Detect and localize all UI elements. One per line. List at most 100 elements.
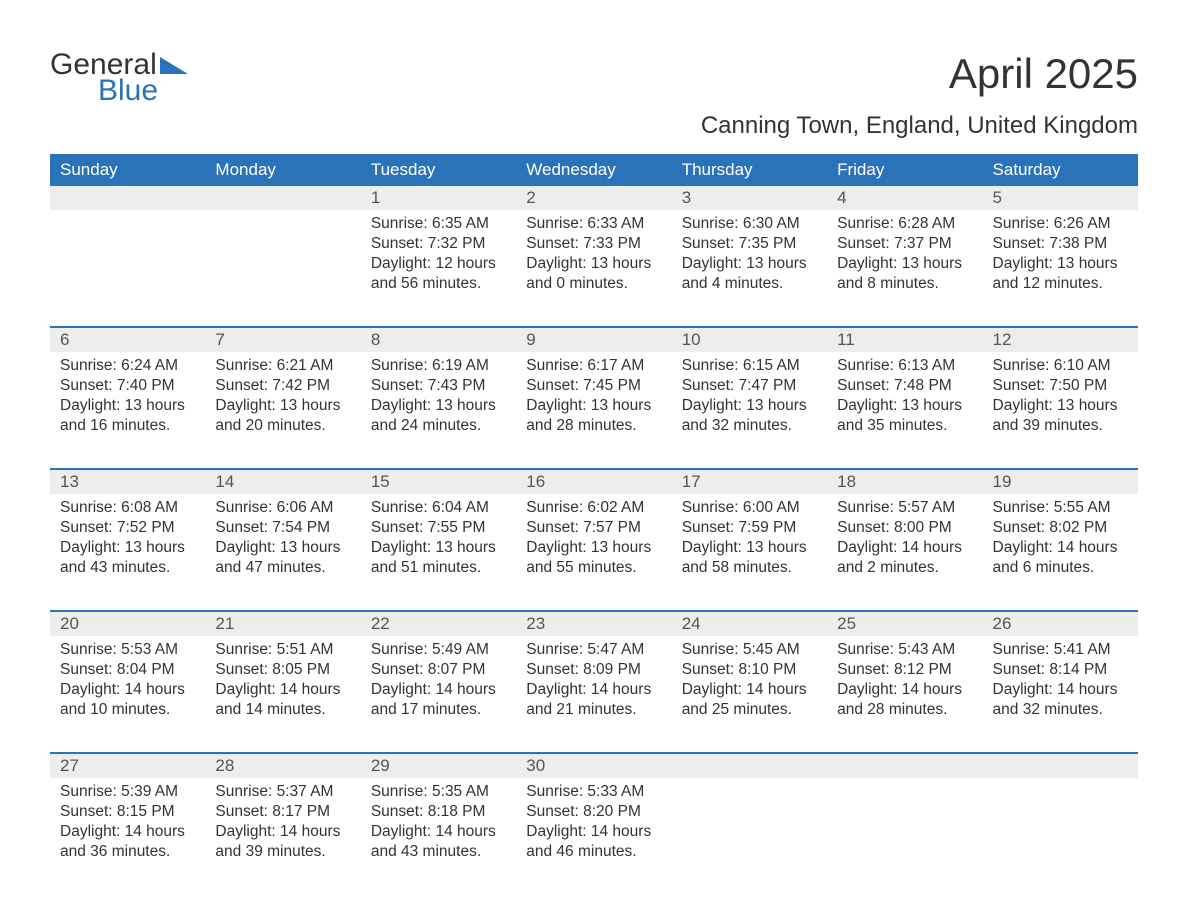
daylight-text: Daylight: 14 hours and 39 minutes. (215, 822, 350, 862)
sunset-text: Sunset: 7:50 PM (993, 376, 1128, 396)
day-details: Sunrise: 5:43 AMSunset: 8:12 PMDaylight:… (827, 636, 982, 727)
sunset-text: Sunset: 8:10 PM (682, 660, 817, 680)
sunset-text: Sunset: 7:57 PM (526, 518, 661, 538)
daylight-text: Daylight: 14 hours and 14 minutes. (215, 680, 350, 720)
sunset-text: Sunset: 8:12 PM (837, 660, 972, 680)
day-number: 26 (983, 612, 1138, 636)
sunrise-text: Sunrise: 6:08 AM (60, 498, 195, 518)
sunset-text: Sunset: 8:00 PM (837, 518, 972, 538)
calendar-cell: 11Sunrise: 6:13 AMSunset: 7:48 PMDayligh… (827, 328, 982, 456)
sunrise-text: Sunrise: 6:00 AM (682, 498, 817, 518)
sunrise-text: Sunrise: 5:41 AM (993, 640, 1128, 660)
day-number: 27 (50, 754, 205, 778)
day-details: Sunrise: 6:17 AMSunset: 7:45 PMDaylight:… (516, 352, 671, 443)
sunrise-text: Sunrise: 5:43 AM (837, 640, 972, 660)
calendar-body: 1Sunrise: 6:35 AMSunset: 7:32 PMDaylight… (50, 186, 1138, 882)
sunset-text: Sunset: 7:38 PM (993, 234, 1128, 254)
sunrise-text: Sunrise: 5:55 AM (993, 498, 1128, 518)
sunset-text: Sunset: 7:40 PM (60, 376, 195, 396)
calendar: Sunday Monday Tuesday Wednesday Thursday… (50, 154, 1138, 882)
day-details: Sunrise: 5:35 AMSunset: 8:18 PMDaylight:… (361, 778, 516, 869)
day-number: 10 (672, 328, 827, 352)
day-details: Sunrise: 6:15 AMSunset: 7:47 PMDaylight:… (672, 352, 827, 443)
day-details: Sunrise: 6:02 AMSunset: 7:57 PMDaylight:… (516, 494, 671, 585)
calendar-cell: 16Sunrise: 6:02 AMSunset: 7:57 PMDayligh… (516, 470, 671, 598)
day-details: Sunrise: 6:10 AMSunset: 7:50 PMDaylight:… (983, 352, 1138, 443)
day-number: 3 (672, 186, 827, 210)
calendar-cell: 18 Sunrise: 5:57 AMSunset: 8:00 PMDayligh… (827, 470, 982, 598)
sunrise-text: Sunrise: 6:10 AM (993, 356, 1128, 376)
day-number: 30 (516, 754, 671, 778)
daylight-text: Daylight: 14 hours and 36 minutes. (60, 822, 195, 862)
location-subtitle: Canning Town, England, United Kingdom (50, 112, 1138, 140)
calendar-week: 1Sunrise: 6:35 AMSunset: 7:32 PMDaylight… (50, 186, 1138, 314)
calendar-cell: 8Sunrise: 6:19 AMSunset: 7:43 PMDaylight… (361, 328, 516, 456)
sunrise-text: Sunrise: 6:24 AM (60, 356, 195, 376)
day-details: Sunrise: 5:49 AMSunset: 8:07 PMDaylight:… (361, 636, 516, 727)
day-number: 16 (516, 470, 671, 494)
day-number: 5 (983, 186, 1138, 210)
sunset-text: Sunset: 7:48 PM (837, 376, 972, 396)
calendar-cell: 7Sunrise: 6:21 AMSunset: 7:42 PMDaylight… (205, 328, 360, 456)
calendar-cell: 29Sunrise: 5:35 AMSunset: 8:18 PMDayligh… (361, 754, 516, 882)
calendar-cell: 2Sunrise: 6:33 AMSunset: 7:33 PMDaylight… (516, 186, 671, 314)
daylight-text: Daylight: 13 hours and 39 minutes. (993, 396, 1128, 436)
day-number: 22 (361, 612, 516, 636)
day-details: Sunrise: 5:53 AMSunset: 8:04 PMDaylight:… (50, 636, 205, 727)
day-number: 25 (827, 612, 982, 636)
sunset-text: Sunset: 7:59 PM (682, 518, 817, 538)
day-number (983, 754, 1138, 778)
calendar-cell: 12Sunrise: 6:10 AMSunset: 7:50 PMDayligh… (983, 328, 1138, 456)
daylight-text: Daylight: 13 hours and 20 minutes. (215, 396, 350, 436)
calendar-cell: 28Sunrise: 5:37 AMSunset: 8:17 PMDayligh… (205, 754, 360, 882)
daylight-text: Daylight: 13 hours and 28 minutes. (526, 396, 661, 436)
sunset-text: Sunset: 7:32 PM (371, 234, 506, 254)
daylight-text: Daylight: 13 hours and 4 minutes. (682, 254, 817, 294)
daylight-text: Daylight: 14 hours and 43 minutes. (371, 822, 506, 862)
day-number: 20 (50, 612, 205, 636)
sunset-text: Sunset: 8:20 PM (526, 802, 661, 822)
day-number: 13 (50, 470, 205, 494)
daylight-text: Daylight: 14 hours and 2 minutes. (837, 538, 972, 578)
calendar-cell: 1Sunrise: 6:35 AMSunset: 7:32 PMDaylight… (361, 186, 516, 314)
calendar-cell: 21Sunrise: 5:51 AMSunset: 8:05 PMDayligh… (205, 612, 360, 740)
day-number: 18 (827, 470, 982, 494)
sunrise-text: Sunrise: 6:28 AM (837, 214, 972, 234)
day-number (205, 186, 360, 210)
day-details: Sunrise: 6:33 AMSunset: 7:33 PMDaylight:… (516, 210, 671, 301)
sunset-text: Sunset: 7:54 PM (215, 518, 350, 538)
day-header: Saturday (983, 154, 1138, 186)
daylight-text: Daylight: 13 hours and 47 minutes. (215, 538, 350, 578)
day-number (672, 754, 827, 778)
day-details: Sunrise: 6:26 AMSunset: 7:38 PMDaylight:… (983, 210, 1138, 301)
sunset-text: Sunset: 7:35 PM (682, 234, 817, 254)
daylight-text: Daylight: 13 hours and 35 minutes. (837, 396, 972, 436)
sunset-text: Sunset: 8:09 PM (526, 660, 661, 680)
day-number: 23 (516, 612, 671, 636)
day-number: 19 (983, 470, 1138, 494)
sunrise-text: Sunrise: 5:57 AM (837, 498, 972, 518)
day-details: Sunrise: 6:30 AMSunset: 7:35 PMDaylight:… (672, 210, 827, 301)
day-details: Sunrise: 6:06 AMSunset: 7:54 PMDaylight:… (205, 494, 360, 585)
day-header: Thursday (672, 154, 827, 186)
day-number: 14 (205, 470, 360, 494)
sunset-text: Sunset: 8:17 PM (215, 802, 350, 822)
sunrise-text: Sunrise: 6:04 AM (371, 498, 506, 518)
sunrise-text: Sunrise: 5:33 AM (526, 782, 661, 802)
sunset-text: Sunset: 7:55 PM (371, 518, 506, 538)
daylight-text: Daylight: 13 hours and 43 minutes. (60, 538, 195, 578)
sunset-text: Sunset: 7:47 PM (682, 376, 817, 396)
calendar-cell: 4Sunrise: 6:28 AMSunset: 7:37 PMDaylight… (827, 186, 982, 314)
daylight-text: Daylight: 13 hours and 51 minutes. (371, 538, 506, 578)
sunrise-text: Sunrise: 5:49 AM (371, 640, 506, 660)
sunrise-text: Sunrise: 6:26 AM (993, 214, 1128, 234)
calendar-cell: 9Sunrise: 6:17 AMSunset: 7:45 PMDaylight… (516, 328, 671, 456)
day-details: Sunrise: 5:41 AMSunset: 8:14 PMDaylight:… (983, 636, 1138, 727)
sunrise-text: Sunrise: 5:47 AM (526, 640, 661, 660)
daylight-text: Daylight: 14 hours and 28 minutes. (837, 680, 972, 720)
calendar-cell: 5Sunrise: 6:26 AMSunset: 7:38 PMDaylight… (983, 186, 1138, 314)
sunset-text: Sunset: 7:43 PM (371, 376, 506, 396)
daylight-text: Daylight: 13 hours and 0 minutes. (526, 254, 661, 294)
sunset-text: Sunset: 8:15 PM (60, 802, 195, 822)
sunset-text: Sunset: 7:45 PM (526, 376, 661, 396)
